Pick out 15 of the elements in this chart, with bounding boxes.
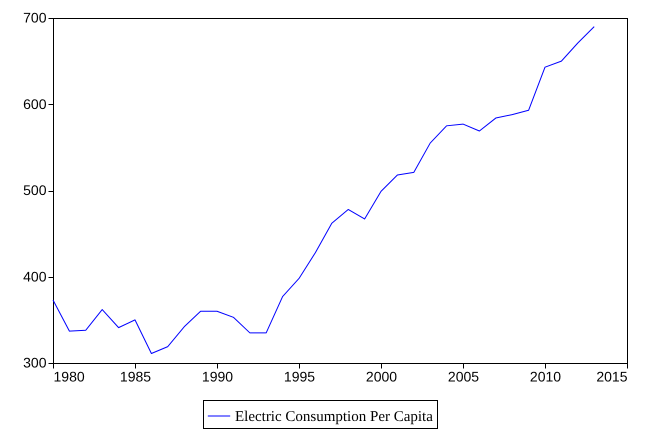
x-tick-label: 2000 [366, 368, 398, 384]
y-tick-label: 600 [23, 96, 47, 112]
x-tick-label: 1990 [202, 368, 234, 384]
y-tick-label: 400 [23, 268, 47, 284]
x-tick-label: 1985 [120, 368, 152, 384]
y-tick-label: 700 [23, 10, 47, 26]
x-tick-label: 1980 [54, 368, 85, 384]
x-tick-label: 2010 [530, 368, 562, 384]
legend-label: Electric Consumption Per Capita [235, 409, 434, 425]
y-tick-label: 500 [23, 182, 47, 198]
line-series [52, 26, 595, 354]
x-tick-label: 2015 [596, 368, 628, 384]
x-tick-label: 2005 [448, 368, 480, 384]
y-tick-label: 300 [23, 354, 47, 370]
x-tick-label: 1995 [284, 368, 316, 384]
